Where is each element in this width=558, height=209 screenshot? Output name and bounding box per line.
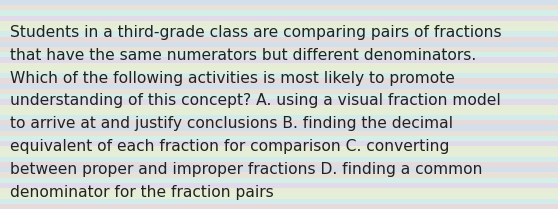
Bar — [0, 97, 558, 99]
Bar — [0, 89, 558, 92]
Bar — [0, 92, 558, 94]
Bar — [0, 21, 558, 23]
Bar — [0, 60, 558, 63]
Bar — [0, 183, 558, 186]
Bar — [0, 65, 558, 68]
Bar — [0, 47, 558, 50]
Bar — [0, 3, 558, 5]
Bar — [0, 112, 558, 115]
Bar — [0, 193, 558, 196]
Bar — [0, 23, 558, 26]
Bar — [0, 99, 558, 102]
Bar — [0, 125, 558, 128]
Bar — [0, 78, 558, 81]
Bar — [0, 165, 558, 167]
Text: to arrive at and justify conclusions B. finding the decimal: to arrive at and justify conclusions B. … — [10, 116, 453, 131]
Bar — [0, 180, 558, 183]
Bar — [0, 5, 558, 8]
Text: denominator for the fraction pairs: denominator for the fraction pairs — [10, 185, 274, 200]
Bar — [0, 76, 558, 78]
Bar — [0, 42, 558, 45]
Bar — [0, 175, 558, 178]
Bar — [0, 206, 558, 209]
Bar — [0, 149, 558, 152]
Bar — [0, 13, 558, 16]
Bar — [0, 178, 558, 180]
Bar — [0, 141, 558, 144]
Bar — [0, 131, 558, 133]
Bar — [0, 123, 558, 125]
Bar — [0, 34, 558, 37]
Bar — [0, 188, 558, 191]
Bar — [0, 115, 558, 117]
Bar — [0, 107, 558, 110]
Bar — [0, 204, 558, 206]
Bar — [0, 57, 558, 60]
Bar — [0, 157, 558, 159]
Bar — [0, 146, 558, 149]
Text: that have the same numerators but different denominators.: that have the same numerators but differ… — [10, 48, 477, 63]
Bar — [0, 31, 558, 34]
Bar — [0, 120, 558, 123]
Bar — [0, 0, 558, 3]
Bar — [0, 128, 558, 131]
Bar — [0, 71, 558, 73]
Bar — [0, 52, 558, 55]
Bar — [0, 45, 558, 47]
Bar — [0, 84, 558, 86]
Bar — [0, 86, 558, 89]
Bar — [0, 26, 558, 29]
Bar — [0, 29, 558, 31]
Bar — [0, 110, 558, 112]
Bar — [0, 104, 558, 107]
Bar — [0, 133, 558, 136]
Bar — [0, 68, 558, 71]
Bar — [0, 55, 558, 57]
Text: equivalent of each fraction for comparison C. converting: equivalent of each fraction for comparis… — [10, 139, 449, 154]
Bar — [0, 18, 558, 21]
Bar — [0, 144, 558, 146]
Bar — [0, 170, 558, 172]
Bar — [0, 63, 558, 65]
Bar — [0, 172, 558, 175]
Bar — [0, 196, 558, 199]
Bar — [0, 152, 558, 154]
Bar — [0, 102, 558, 104]
Text: Which of the following activities is most likely to promote: Which of the following activities is mos… — [10, 71, 455, 86]
Bar — [0, 81, 558, 84]
Bar — [0, 186, 558, 188]
Bar — [0, 50, 558, 52]
Bar — [0, 167, 558, 170]
Bar — [0, 10, 558, 13]
Bar — [0, 159, 558, 162]
Text: Students in a third-grade class are comparing pairs of fractions: Students in a third-grade class are comp… — [10, 25, 502, 40]
Bar — [0, 154, 558, 157]
Bar — [0, 136, 558, 138]
Bar — [0, 117, 558, 120]
Bar — [0, 139, 558, 141]
Bar — [0, 8, 558, 10]
Bar — [0, 37, 558, 39]
Bar — [0, 199, 558, 201]
Bar — [0, 191, 558, 193]
Bar — [0, 73, 558, 76]
Bar — [0, 16, 558, 18]
Bar — [0, 162, 558, 165]
Bar — [0, 39, 558, 42]
Text: between proper and improper fractions D. finding a common: between proper and improper fractions D.… — [10, 162, 483, 177]
Bar — [0, 201, 558, 204]
Bar — [0, 94, 558, 97]
Text: understanding of this concept? A. using a visual fraction model: understanding of this concept? A. using … — [10, 93, 501, 108]
